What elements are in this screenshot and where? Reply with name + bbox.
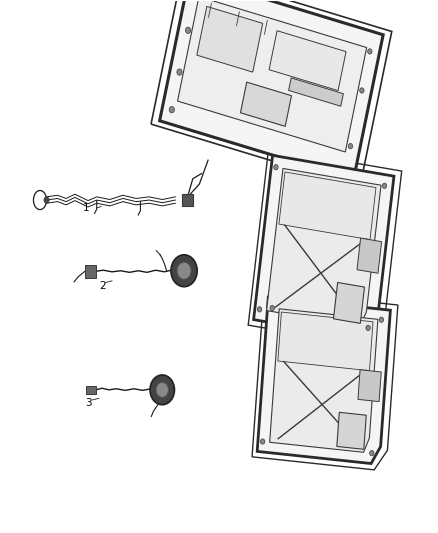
Circle shape	[274, 165, 278, 170]
Polygon shape	[278, 312, 373, 371]
Polygon shape	[289, 78, 343, 106]
Polygon shape	[270, 309, 378, 453]
Circle shape	[370, 450, 374, 456]
Circle shape	[258, 306, 262, 312]
Polygon shape	[279, 172, 376, 240]
Circle shape	[171, 255, 197, 287]
Polygon shape	[240, 82, 291, 126]
Polygon shape	[254, 156, 394, 339]
Polygon shape	[357, 238, 381, 273]
Text: 2: 2	[99, 281, 106, 291]
Circle shape	[367, 49, 372, 54]
Polygon shape	[197, 6, 263, 72]
Text: 1: 1	[82, 203, 89, 213]
Text: 3: 3	[85, 398, 92, 408]
Circle shape	[366, 325, 370, 330]
Circle shape	[177, 262, 191, 279]
Circle shape	[185, 27, 191, 34]
Circle shape	[156, 382, 168, 397]
Circle shape	[177, 69, 182, 75]
Polygon shape	[159, 0, 383, 180]
Circle shape	[360, 88, 364, 93]
Circle shape	[169, 107, 174, 113]
Polygon shape	[358, 370, 381, 402]
Polygon shape	[86, 386, 96, 393]
Polygon shape	[85, 265, 96, 278]
Circle shape	[348, 143, 353, 149]
FancyBboxPatch shape	[182, 193, 193, 206]
Circle shape	[270, 305, 274, 311]
Polygon shape	[267, 168, 381, 327]
Circle shape	[261, 439, 265, 444]
Circle shape	[150, 375, 174, 405]
Polygon shape	[333, 282, 364, 324]
Polygon shape	[177, 0, 367, 152]
Polygon shape	[269, 31, 346, 91]
Circle shape	[382, 183, 387, 189]
Circle shape	[379, 317, 384, 322]
Polygon shape	[257, 297, 390, 464]
Polygon shape	[337, 413, 366, 449]
Circle shape	[44, 197, 49, 203]
